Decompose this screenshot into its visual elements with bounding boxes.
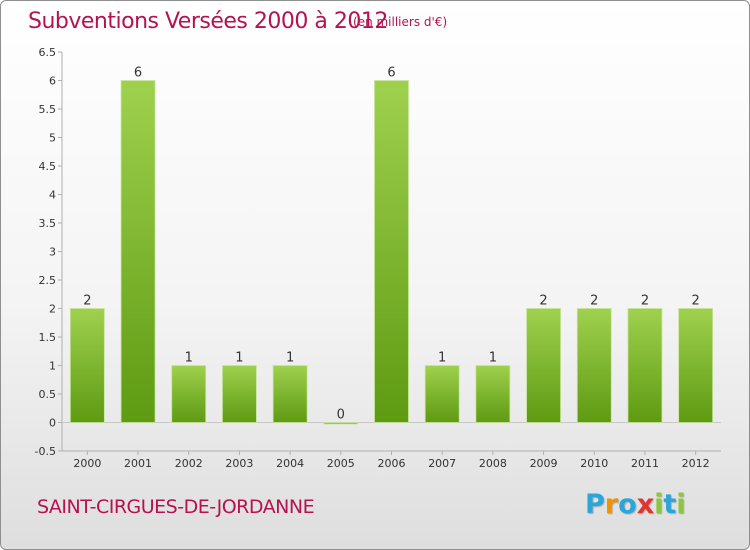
logo-letter: i (676, 489, 686, 520)
logo-letter: i (654, 489, 664, 520)
x-tick-label-2011: 2011 (631, 457, 659, 470)
data-label-2010: 2 (590, 294, 598, 309)
x-tick-label-2012: 2012 (682, 457, 710, 470)
chart-unit: (en milliers d'€) (353, 15, 448, 29)
y-tick-label: 0.5 (39, 388, 57, 401)
logo-letter: r (604, 489, 619, 520)
x-tick-label-2002: 2002 (175, 457, 203, 470)
chart-title: Subventions Versées 2000 à 2012 (28, 9, 388, 34)
data-label-2007: 1 (438, 351, 446, 366)
x-tick-label-2005: 2005 (327, 457, 355, 470)
y-tick-label: 6 (49, 75, 56, 88)
bar-2011 (627, 308, 663, 423)
x-tick-label-2001: 2001 (124, 457, 152, 470)
y-tick-label: 5 (49, 132, 56, 145)
bar-2009 (526, 308, 561, 423)
logo-letter: t (663, 489, 677, 520)
chart-labels: 2 2000 6 2001 1 2002 1 2003 1 2004 0 2005 6 2006 1 2007… (73, 66, 709, 471)
x-tick-label-2006: 2006 (378, 457, 406, 470)
x-tick-label-2004: 2004 (276, 457, 304, 470)
y-tick-label: 2.5 (39, 274, 57, 287)
logo-letter: x (636, 489, 655, 520)
bar-2003 (222, 365, 257, 423)
data-label-2006: 6 (387, 66, 395, 81)
x-tick-label-2009: 2009 (530, 457, 558, 470)
y-tick-label: 4 (49, 189, 56, 202)
data-label-2000: 2 (83, 294, 91, 309)
y-tick-label: 4.5 (39, 160, 57, 173)
y-tick-label: 1.5 (39, 331, 57, 344)
data-label-2008: 1 (489, 351, 497, 366)
data-label-2003: 1 (235, 351, 243, 366)
chart-axes: -0.5 0 0.5 1 1.5 2 2.5 3 3.5 4 4.5 5 5.5 6 6.5 (35, 46, 721, 458)
x-tick-label-2003: 2003 (225, 457, 253, 470)
bar-2012 (678, 308, 714, 423)
y-tick-label: 5.5 (39, 103, 57, 116)
bar-2005 (323, 422, 359, 425)
y-tick-label: 2 (49, 303, 56, 316)
y-tick-label: 6.5 (39, 46, 57, 59)
y-tick-label: 0 (49, 417, 56, 430)
bar-2010 (576, 308, 612, 423)
logo-letter: o (618, 489, 637, 520)
logo-letter: P (585, 489, 605, 520)
y-tick-label: 1 (49, 360, 56, 373)
bar-2002 (171, 365, 207, 423)
bar-2008 (475, 365, 511, 423)
x-tick-label-2008: 2008 (479, 457, 507, 470)
chart-bars (69, 80, 714, 425)
bar-2004 (272, 365, 308, 423)
data-label-2012: 2 (692, 294, 700, 309)
bar-2006 (374, 80, 409, 423)
y-tick-label: 3.5 (39, 217, 57, 230)
y-tick-label: -0.5 (35, 445, 56, 458)
y-tick-label: 3 (49, 246, 56, 259)
data-label-2009: 2 (539, 294, 547, 309)
data-label-2001: 6 (134, 66, 142, 81)
data-label-2005: 0 (337, 408, 345, 423)
commune-name: SAINT-CIRGUES-DE-JORDANNE (37, 496, 315, 518)
data-label-2004: 1 (286, 351, 294, 366)
x-tick-label-2007: 2007 (428, 457, 456, 470)
data-label-2002: 1 (185, 351, 193, 366)
bar-2001 (120, 80, 156, 423)
bar-2007 (424, 365, 460, 423)
bar-2000 (69, 308, 105, 423)
proxiti-logo: Proxiti (585, 489, 686, 520)
data-label-2011: 2 (641, 294, 649, 309)
x-tick-label-2010: 2010 (580, 457, 608, 470)
x-tick-label-2000: 2000 (73, 457, 101, 470)
